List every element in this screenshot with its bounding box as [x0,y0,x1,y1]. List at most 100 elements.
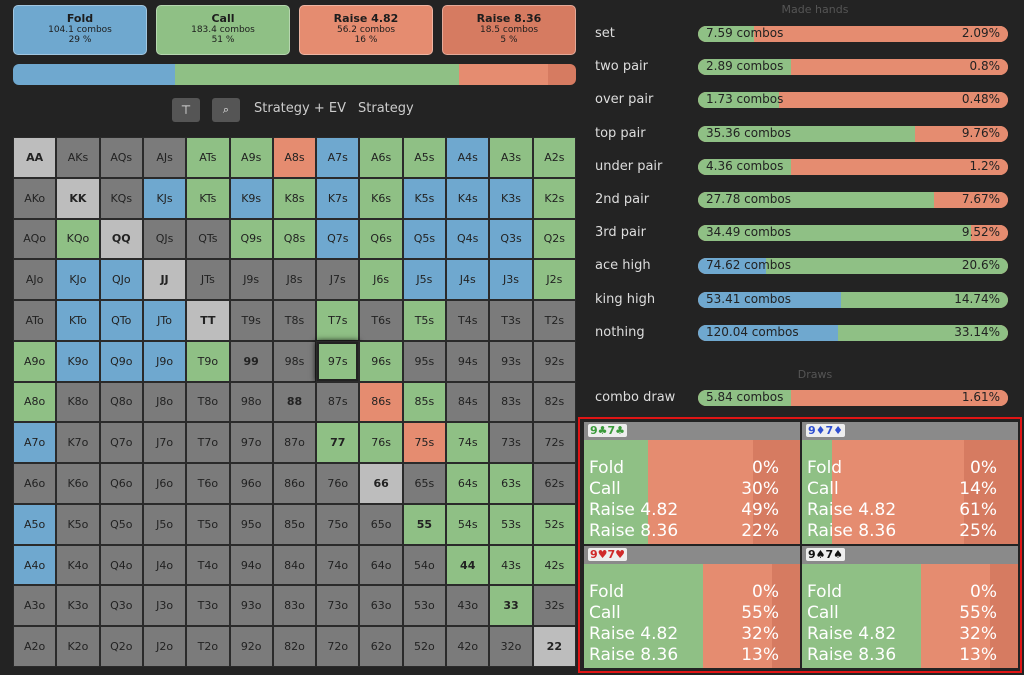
hand-cell[interactable]: T4o [186,544,230,586]
hand-cell[interactable]: 72o [316,626,360,667]
hand-cell[interactable]: QJs [142,218,187,260]
hand-cell[interactable]: J6s [359,259,403,301]
hand-cell[interactable]: 65o [359,503,403,545]
hand-cell[interactable]: TT [186,300,230,341]
hand-cell[interactable]: KJs [142,177,187,219]
hand-cell[interactable]: J9s [229,259,273,301]
hand-cell[interactable]: 94s [446,340,490,382]
hand-cell[interactable]: A8s [272,137,317,178]
hand-cell[interactable]: 96s [359,340,403,382]
hand-cell[interactable]: 54o [402,544,447,586]
hand-cell[interactable]: ATs [186,137,230,178]
hand-cell[interactable]: 54s [446,503,490,545]
hand-cell[interactable]: 63s [489,463,533,504]
hand-cell[interactable]: 53s [489,503,533,545]
hand-cell[interactable]: A3s [489,137,533,178]
hand-cell[interactable]: AJo [13,259,57,301]
hand-cell[interactable]: Q7s [316,218,360,260]
hand-cell[interactable]: Q3s [489,218,533,260]
hand-cell[interactable]: JTs [186,259,230,301]
hand-cell[interactable]: K6s [359,177,403,219]
hand-cell[interactable]: A4o [13,544,57,586]
hand-cell[interactable]: 64s [446,463,490,504]
hand-cell[interactable]: KTo [56,300,100,341]
hand-cell[interactable]: J8s [272,259,317,301]
hand-cell[interactable]: 77 [316,422,360,464]
hand-cell[interactable]: T3s [489,300,533,341]
hand-cell[interactable]: KJo [56,259,100,301]
hand-cell[interactable]: KK [56,177,100,219]
hand-cell[interactable]: K9o [56,340,100,382]
hand-cell[interactable]: K8s [272,177,317,219]
action-button[interactable]: Fold 104.1 combos 29 % [13,5,147,55]
hand-cell[interactable]: QJo [99,259,143,301]
hand-cell[interactable]: 96o [229,463,273,504]
hand-cell[interactable]: A5o [13,503,57,545]
hand-cell[interactable]: J6o [142,463,187,504]
hand-cell[interactable]: 82s [532,381,576,423]
action-button[interactable]: Raise 4.82 56.2 combos 16 % [299,5,433,55]
hand-cell[interactable]: J3s [489,259,533,301]
hand-cell[interactable]: J4s [446,259,490,301]
hand-cell[interactable]: 95o [229,503,273,545]
hand-cell[interactable]: A6o [13,463,57,504]
hand-cell[interactable]: J7o [142,422,187,464]
hand-cell[interactable]: T5o [186,503,230,545]
hand-cell[interactable]: Q8o [99,381,143,423]
hand-cell[interactable]: ATo [13,300,57,341]
hand-cell[interactable]: 93s [489,340,533,382]
hand-cell[interactable]: A5s [402,137,447,178]
hand-cell[interactable]: Q2o [99,626,143,667]
hand-cell[interactable]: J5s [402,259,447,301]
hand-cell[interactable]: 95s [402,340,447,382]
hand-cell[interactable]: Q5o [99,503,143,545]
hand-cell[interactable]: J5o [142,503,187,545]
hand-cell[interactable]: 43s [489,544,533,586]
hand-cell[interactable]: J2s [532,259,576,301]
hand-cell[interactable]: Q9o [99,340,143,382]
hand-cell[interactable]: 86s [359,381,403,423]
hand-cell[interactable]: KQo [56,218,100,260]
hand-cell[interactable]: 42o [446,626,490,667]
hand-cell[interactable]: AKs [56,137,100,178]
hand-cell[interactable]: A6s [359,137,403,178]
hand-cell[interactable]: T8o [186,381,230,423]
hand-cell[interactable]: 98o [229,381,273,423]
hand-cell[interactable]: KQs [99,177,143,219]
hand-cell[interactable]: 92s [532,340,576,382]
hand-cell[interactable]: JJ [142,259,187,301]
hand-cell[interactable]: 93o [229,585,273,627]
hand-cell[interactable]: AA [13,137,57,178]
hand-cell[interactable]: 83s [489,381,533,423]
hand-cell[interactable]: 72s [532,422,576,464]
hand-cell[interactable]: 75o [316,503,360,545]
hand-cell[interactable]: 42s [532,544,576,586]
search-icon-button[interactable]: ⌕ [212,98,240,122]
hand-cell[interactable]: 75s [402,422,447,464]
hand-cell[interactable]: 44 [446,544,490,586]
hand-cell[interactable]: K2o [56,626,100,667]
hand-cell[interactable]: 92o [229,626,273,667]
hand-cell[interactable]: T2s [532,300,576,341]
hand-cell[interactable]: 84s [446,381,490,423]
view-tab[interactable]: Strategy [358,101,414,116]
hand-cell[interactable]: T8s [272,300,317,341]
hand-cell[interactable]: T7s [316,300,360,341]
hand-cell[interactable]: A7o [13,422,57,464]
hand-cell[interactable]: AJs [142,137,187,178]
hand-cell[interactable]: 98s [272,340,317,382]
hand-cell[interactable]: T9o [186,340,230,382]
hand-cell[interactable]: 22 [532,626,576,667]
hand-cell[interactable]: KTs [186,177,230,219]
hand-cell[interactable]: A3o [13,585,57,627]
hand-cell[interactable]: K3o [56,585,100,627]
hand-cell[interactable]: K6o [56,463,100,504]
hand-cell[interactable]: K2s [532,177,576,219]
hand-cell[interactable]: A2o [13,626,57,667]
hand-cell[interactable]: A9s [229,137,273,178]
hand-cell[interactable]: 63o [359,585,403,627]
hand-cell[interactable]: 43o [446,585,490,627]
hand-cell[interactable]: Q5s [402,218,447,260]
hand-cell[interactable]: 84o [272,544,317,586]
hand-cell[interactable]: 87s [316,381,360,423]
